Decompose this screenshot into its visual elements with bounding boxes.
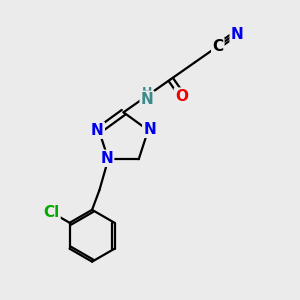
- Text: N: N: [231, 27, 243, 42]
- Text: Cl: Cl: [43, 205, 59, 220]
- Text: O: O: [175, 88, 188, 104]
- Text: H: H: [142, 86, 152, 99]
- Text: N: N: [141, 92, 154, 107]
- Text: C: C: [212, 39, 224, 54]
- Text: N: N: [91, 123, 104, 138]
- Text: N: N: [143, 122, 156, 137]
- Text: N: N: [100, 151, 113, 166]
